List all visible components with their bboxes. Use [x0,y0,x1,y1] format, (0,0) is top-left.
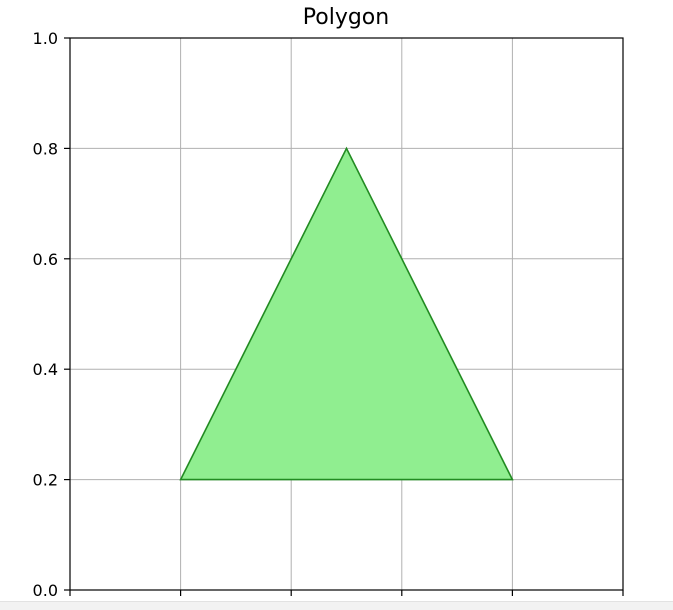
y-tick-label: 1.0 [33,29,58,48]
y-tick-label: 0.4 [33,360,58,379]
y-tick-label: 0.2 [33,471,58,490]
window-bottom-edge [0,601,673,610]
polygon-layer [179,146,514,481]
y-tick-label: 0.8 [33,139,58,158]
tick-layer: 0.0 0.2 0.4 0.6 0.8 1.0 [33,29,624,600]
y-tick-label: 0.6 [33,250,58,269]
axes-layer [69,37,624,591]
chart-title: Polygon [303,5,389,30]
polygon-shape [179,146,514,481]
y-tick-label: 0.0 [33,581,58,600]
axes-frame [69,37,624,591]
